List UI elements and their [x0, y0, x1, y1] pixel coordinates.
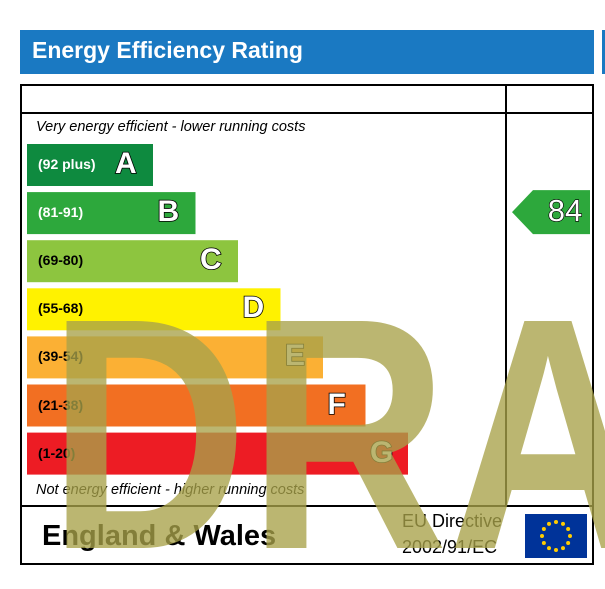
current-rating-value: 84	[547, 192, 583, 229]
directive-line-2: 2002/91/EC	[402, 537, 498, 557]
eu-star-icon	[554, 520, 558, 524]
band-range-d: (55-68)	[38, 300, 84, 317]
band-range-f: (21-38)	[38, 396, 84, 413]
frame-column-divider	[505, 84, 507, 507]
band-bar-a	[27, 144, 153, 186]
band-bar-e	[27, 336, 323, 379]
eu-star-icon	[547, 521, 551, 526]
band-range-e: (39-54)	[38, 348, 84, 365]
frame-right	[592, 84, 594, 565]
eu-star-icon	[547, 546, 551, 551]
region-label: England & Wales	[42, 520, 277, 552]
band-letter-g: G	[369, 435, 394, 469]
band-letter-e: E	[284, 339, 306, 373]
current-rating-arrow	[512, 190, 590, 235]
bottom-note: Not energy efficient - higher running co…	[36, 482, 305, 498]
band-range-g: (1-20)	[38, 444, 76, 461]
band-letter-c: C	[199, 243, 222, 277]
band-range-c: (69-80)	[38, 252, 84, 269]
band-letter-d: D	[242, 291, 265, 325]
frame-left	[20, 84, 22, 565]
band-letter-b: B	[157, 195, 180, 229]
eu-star-icon	[561, 521, 565, 526]
eu-star-icon	[561, 546, 565, 551]
band-bar-g	[27, 432, 408, 475]
frame-footer-divider	[20, 505, 594, 507]
eu-flag-icon	[525, 514, 587, 558]
band-letter-a: A	[114, 147, 137, 180]
band-range-a: (92 plus)	[38, 156, 96, 172]
eu-flag-stars	[540, 520, 572, 552]
band-bar-d	[27, 288, 281, 331]
eu-star-icon	[554, 548, 558, 552]
band-bar-c	[27, 240, 238, 283]
eu-star-icon	[566, 527, 571, 531]
page-title: Energy Efficiency Rating	[32, 37, 303, 63]
frame-top	[20, 84, 594, 86]
eu-star-icon	[540, 534, 544, 538]
top-note: Very energy efficient - lower running co…	[36, 119, 306, 135]
header-bar	[20, 30, 594, 74]
header-bar-edge	[602, 30, 605, 74]
band-letter-f: F	[327, 387, 347, 421]
band-bar-f	[27, 384, 366, 427]
eu-star-icon	[566, 541, 571, 545]
directive-line-1: EU Directive	[402, 511, 503, 531]
eu-star-icon	[568, 534, 572, 538]
band-range-b: (81-91)	[38, 204, 84, 221]
band-bar-b	[27, 192, 196, 235]
eu-star-icon	[541, 541, 546, 545]
eu-star-icon	[541, 527, 546, 531]
frame-bottom	[20, 563, 594, 565]
frame-header-divider	[20, 112, 594, 114]
